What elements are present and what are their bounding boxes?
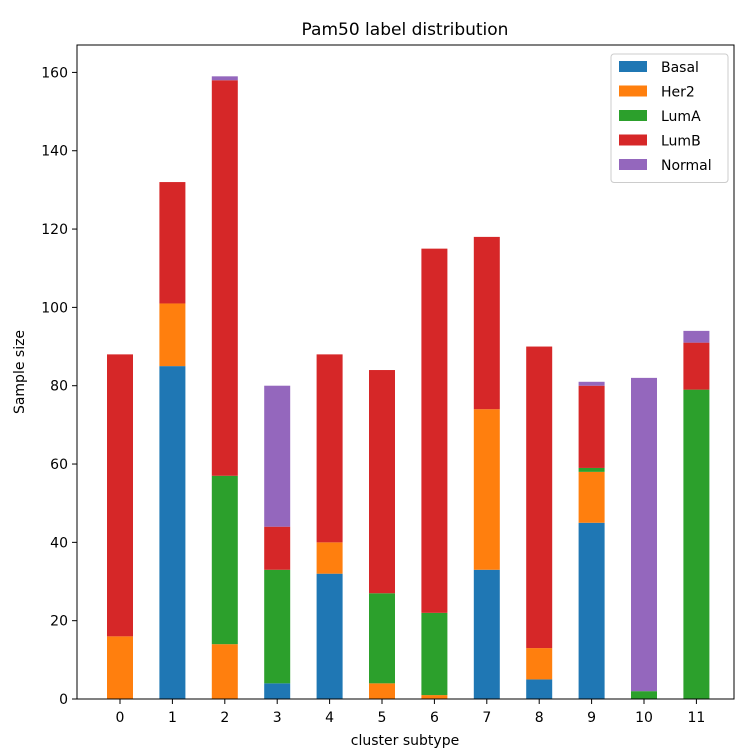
plot-area: 0 20 40 60 80 100 120 140 160 0 1 2 3 4 5 6 7 8 9 10 11 [41, 44, 735, 726]
x-tick-label: 11 [687, 710, 705, 726]
x-axis-label: cluster subtype [351, 733, 459, 749]
bar-luma-6 [421, 612, 448, 696]
x-tick-label: 0 [116, 710, 125, 726]
bar-her2-9 [578, 471, 605, 523]
bar-lumb-8 [526, 346, 553, 649]
y-tick-label: 120 [41, 222, 68, 238]
bar-her2-7 [473, 409, 500, 570]
bar-her2-1 [159, 303, 186, 367]
bar-lumb-11 [683, 342, 710, 390]
y-tick-label: 20 [50, 614, 68, 630]
x-tick-label: 1 [168, 710, 177, 726]
bar-basal-1 [159, 366, 186, 699]
bar-lumb-2 [211, 80, 238, 476]
legend-swatch-her2 [619, 85, 647, 97]
bar-normal-2 [211, 76, 238, 81]
legend-swatch-luma [619, 110, 647, 121]
y-tick-label: 80 [50, 379, 68, 395]
bar-her2-0 [107, 636, 133, 699]
y-tick-label: 100 [41, 300, 68, 316]
y-axis-label: Sample size [12, 330, 28, 414]
bar-luma-3 [264, 569, 291, 684]
bar-luma-10 [631, 691, 657, 699]
bar-basal-3 [264, 683, 291, 699]
legend-swatch-lumb [619, 134, 647, 146]
legend: Basal Her2 LumA LumB Normal [610, 53, 729, 183]
x-tick-label: 5 [378, 710, 387, 726]
x-tick-label: 3 [273, 710, 282, 726]
y-tick-label: 140 [41, 144, 68, 160]
bar-lumb-4 [316, 354, 343, 543]
legend-label-normal: Normal [661, 158, 712, 174]
bar-luma-5 [369, 593, 395, 684]
bar-luma-11 [683, 389, 710, 699]
x-tick-label: 2 [220, 710, 229, 726]
bar-lumb-5 [369, 370, 395, 594]
bar-lumb-9 [578, 385, 605, 468]
x-tick-label: 10 [635, 710, 653, 726]
bar-her2-6 [421, 695, 448, 699]
legend-label-lumb: LumB [661, 134, 701, 150]
bar-lumb-1 [159, 182, 186, 304]
bar-lumb-3 [264, 526, 291, 570]
chart-title: Pam50 label distribution [302, 20, 509, 40]
bar-normal-3 [264, 385, 291, 527]
x-tick-label: 4 [325, 710, 334, 726]
y-tick-label: 60 [50, 457, 68, 473]
bar-lumb-0 [107, 354, 133, 637]
bar-normal-10 [631, 377, 657, 692]
bar-lumb-7 [473, 236, 500, 410]
y-tick-label: 40 [50, 535, 68, 551]
plot-frame [76, 44, 735, 700]
bar-basal-8 [526, 679, 553, 699]
legend-label-her2: Her2 [661, 85, 695, 101]
x-tick-label: 6 [430, 710, 439, 726]
legend-label-luma: LumA [661, 109, 701, 125]
legend-swatch-normal [619, 159, 647, 170]
bar-normal-9 [578, 381, 605, 386]
bar-luma-9 [578, 467, 605, 472]
legend-swatch-basal [619, 61, 647, 72]
bar-basal-9 [578, 522, 605, 699]
bar-basal-7 [473, 569, 500, 699]
x-tick-label: 7 [482, 710, 491, 726]
bar-luma-2 [211, 475, 238, 645]
bar-lumb-6 [421, 248, 448, 613]
y-tick-label: 0 [59, 692, 68, 708]
bar-her2-5 [369, 683, 395, 699]
bar-normal-11 [683, 330, 710, 343]
x-tick-label: 8 [535, 710, 544, 726]
bar-her2-2 [211, 644, 238, 699]
bar-basal-4 [316, 573, 343, 699]
bar-her2-4 [316, 542, 343, 574]
bar-her2-8 [526, 648, 553, 680]
legend-label-basal: Basal [661, 60, 699, 76]
x-tick-label: 9 [587, 710, 596, 726]
y-tick-label: 160 [41, 65, 68, 81]
